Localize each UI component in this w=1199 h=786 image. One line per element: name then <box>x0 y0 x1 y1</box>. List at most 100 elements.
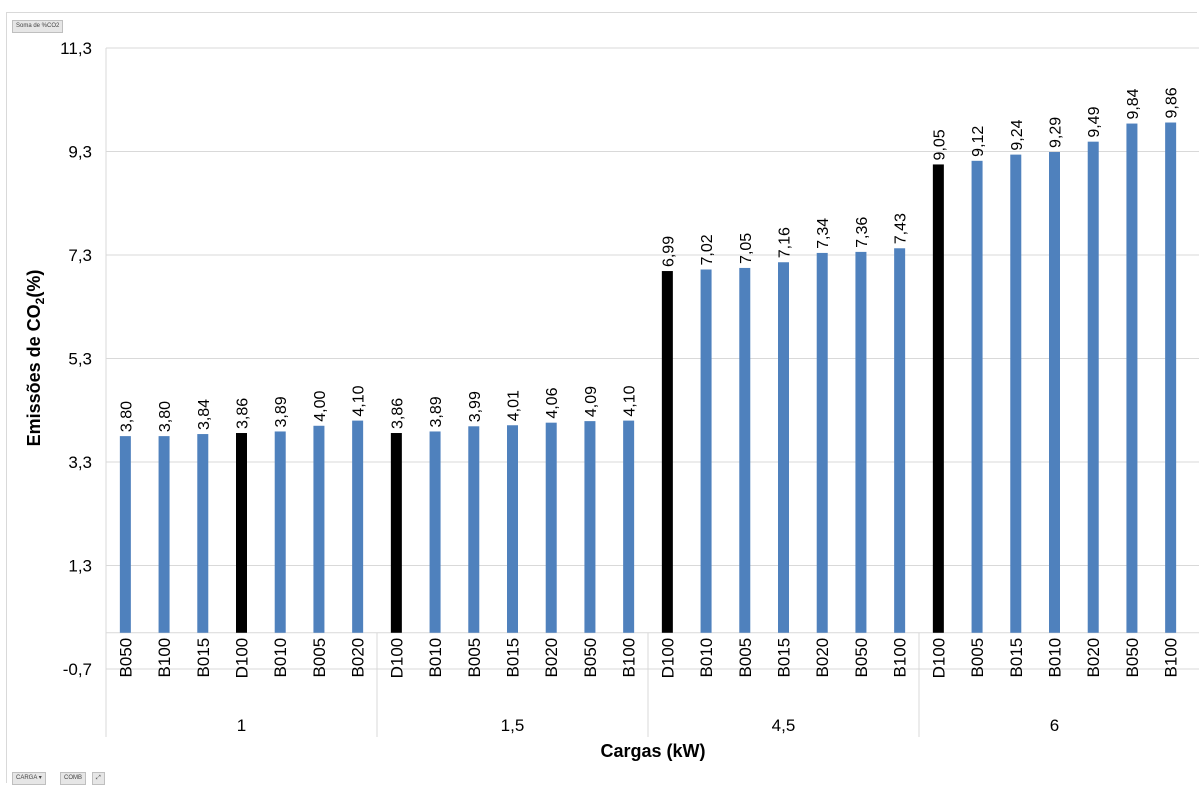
bar <box>661 271 673 633</box>
bar-value-label: 3,89 <box>428 396 445 427</box>
bar-value-label: 9,12 <box>970 126 987 157</box>
x-tick-label: B005 <box>736 638 755 678</box>
bar-value-label: 9,49 <box>1086 106 1103 137</box>
bar-value-label: 9,86 <box>1164 87 1181 118</box>
chart-frame <box>6 12 1197 783</box>
x-tick-label: D100 <box>929 638 948 679</box>
x-tick-label: B010 <box>1046 638 1065 678</box>
y-tick-label: 3,3 <box>68 453 92 472</box>
bar-value-label: 3,80 <box>157 401 174 432</box>
bar <box>1165 122 1177 633</box>
carga-field-button[interactable]: CARGA ▾ <box>12 772 46 785</box>
bar <box>584 421 596 633</box>
x-axis-title: Cargas (kW) <box>600 741 705 761</box>
bar <box>623 420 635 633</box>
x-tick-label: B020 <box>1084 638 1103 678</box>
bar-value-label: 6,99 <box>660 236 677 267</box>
bar-value-label: 4,00 <box>312 391 329 422</box>
bar <box>971 160 983 633</box>
expand-icon: ⤢ <box>96 775 101 781</box>
bar-value-label: 3,80 <box>118 401 135 432</box>
group-label: 6 <box>1050 716 1059 735</box>
x-tick-label: B015 <box>1007 638 1026 678</box>
bar <box>1010 154 1022 633</box>
bar <box>1049 152 1060 633</box>
comb-field-button[interactable]: COMB <box>60 772 86 785</box>
bar <box>274 431 286 633</box>
y-tick-label: 9,3 <box>68 143 92 162</box>
x-tick-label: B050 <box>852 638 871 678</box>
x-tick-label: B010 <box>697 638 716 678</box>
x-tick-label: D100 <box>233 638 252 679</box>
bar-value-label: 9,29 <box>1048 117 1065 148</box>
bar <box>236 433 247 633</box>
x-tick-label: B100 <box>1162 638 1181 678</box>
group-label: 1 <box>237 716 246 735</box>
bar <box>1126 123 1138 633</box>
x-tick-label: B050 <box>1123 638 1142 678</box>
bar-value-label: 7,05 <box>738 233 755 264</box>
x-tick-label: B010 <box>271 638 290 678</box>
bar <box>932 164 944 633</box>
y-tick-label: 11,3 <box>60 39 92 58</box>
group-label: 4,5 <box>772 716 796 735</box>
bar-value-label: 7,16 <box>777 227 794 258</box>
bar-value-label: 7,02 <box>699 234 716 265</box>
bar-value-label: 3,86 <box>389 398 406 429</box>
bar <box>352 420 364 633</box>
comb-field-label: COMB <box>64 775 82 781</box>
bar <box>197 434 209 633</box>
dropdown-arrow-icon: ▾ <box>38 775 42 781</box>
y-axis-title: Emissões de CO2(%) <box>24 270 47 447</box>
x-tick-label: B100 <box>620 638 639 678</box>
y-axis-title-subscript: 2 <box>33 297 47 304</box>
x-tick-label: D100 <box>387 638 406 679</box>
x-tick-label: B005 <box>968 638 987 678</box>
x-tick-label: B015 <box>504 638 523 678</box>
bar <box>894 248 906 633</box>
x-tick-label: B015 <box>775 638 794 678</box>
bar-value-label: 4,06 <box>544 387 561 418</box>
bar-value-label: 4,01 <box>506 390 523 421</box>
group-label: 1,5 <box>501 716 525 735</box>
x-tick-label: B050 <box>581 638 600 678</box>
x-tick-label: B005 <box>310 638 329 678</box>
bar <box>700 269 712 633</box>
bar <box>739 267 751 633</box>
bar <box>158 436 170 633</box>
bar-value-label: 7,43 <box>893 213 910 244</box>
y-tick-label: 1,3 <box>68 557 92 576</box>
bar-value-label: 3,89 <box>273 396 290 427</box>
bar <box>1087 141 1099 633</box>
x-tick-label: B010 <box>426 638 445 678</box>
x-tick-label: B020 <box>349 638 368 678</box>
bar-value-label: 9,05 <box>931 129 948 160</box>
x-tick-label: B020 <box>813 638 832 678</box>
bar-value-label: 7,36 <box>854 217 871 248</box>
value-field-button[interactable]: Soma de %CO2 <box>12 20 64 33</box>
bar-value-label: 4,09 <box>583 386 600 417</box>
bar-value-label: 9,24 <box>1009 119 1026 150</box>
x-tick-label: B100 <box>155 638 174 678</box>
bar <box>390 433 402 633</box>
bar-value-label: 3,84 <box>196 399 213 430</box>
bar <box>429 431 441 633</box>
carga-field-label: CARGA <box>16 775 38 781</box>
x-tick-label: B015 <box>194 638 213 678</box>
y-tick-label: 7,3 <box>68 246 92 265</box>
expand-field-button[interactable]: ⤢ <box>92 772 105 785</box>
bar <box>468 426 480 633</box>
bar <box>119 436 131 633</box>
x-tick-label: B050 <box>116 638 135 678</box>
y-axis-title-suffix: (%) <box>24 270 44 298</box>
y-axis-title-main: Emissões de CO <box>24 304 44 446</box>
bar-value-label: 4,10 <box>351 385 368 416</box>
x-tick-label: B020 <box>542 638 561 678</box>
bar <box>507 425 518 633</box>
bar-value-label: 9,84 <box>1125 88 1142 119</box>
bar-value-label: 7,34 <box>815 218 832 249</box>
y-tick-label: -0,7 <box>63 660 92 679</box>
x-tick-label: B100 <box>891 638 910 678</box>
bar-value-label: 3,86 <box>235 398 252 429</box>
